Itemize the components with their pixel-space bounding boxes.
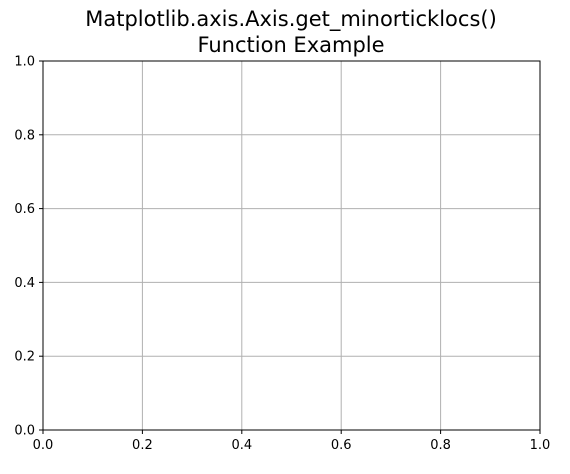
y-tick-label: 0.4 bbox=[14, 276, 35, 291]
x-tick-label: 0.4 bbox=[231, 438, 252, 453]
y-tick-label: 0.6 bbox=[14, 202, 35, 217]
plot-area: 0.0 0.2 0.4 0.6 0.8 1.0 0.0 0.2 0.4 0.6 0.8 1.0 bbox=[14, 55, 550, 454]
y-tick-label: 0.2 bbox=[14, 350, 35, 365]
chart-title-line-1: Matplotlib.axis.Axis.get_minorticklocs() bbox=[85, 7, 497, 32]
x-tick-label: 0.6 bbox=[331, 438, 352, 453]
x-tick-label: 0.8 bbox=[430, 438, 451, 453]
x-tick-label: 0.2 bbox=[132, 438, 153, 453]
y-tick-label: 0.0 bbox=[14, 424, 35, 439]
y-tick-label: 1.0 bbox=[14, 55, 35, 70]
y-tick-label: 0.8 bbox=[14, 128, 35, 143]
x-tick-label: 1.0 bbox=[530, 438, 551, 453]
x-tick-label: 0.0 bbox=[33, 438, 54, 453]
x-axis-ticks: 0.0 0.2 0.4 0.6 0.8 1.0 bbox=[33, 430, 551, 453]
axes-frame bbox=[42, 60, 541, 431]
y-axis-ticks: 0.0 0.2 0.4 0.6 0.8 1.0 bbox=[14, 55, 43, 439]
chart-title-line-2: Function Example bbox=[197, 33, 384, 57]
